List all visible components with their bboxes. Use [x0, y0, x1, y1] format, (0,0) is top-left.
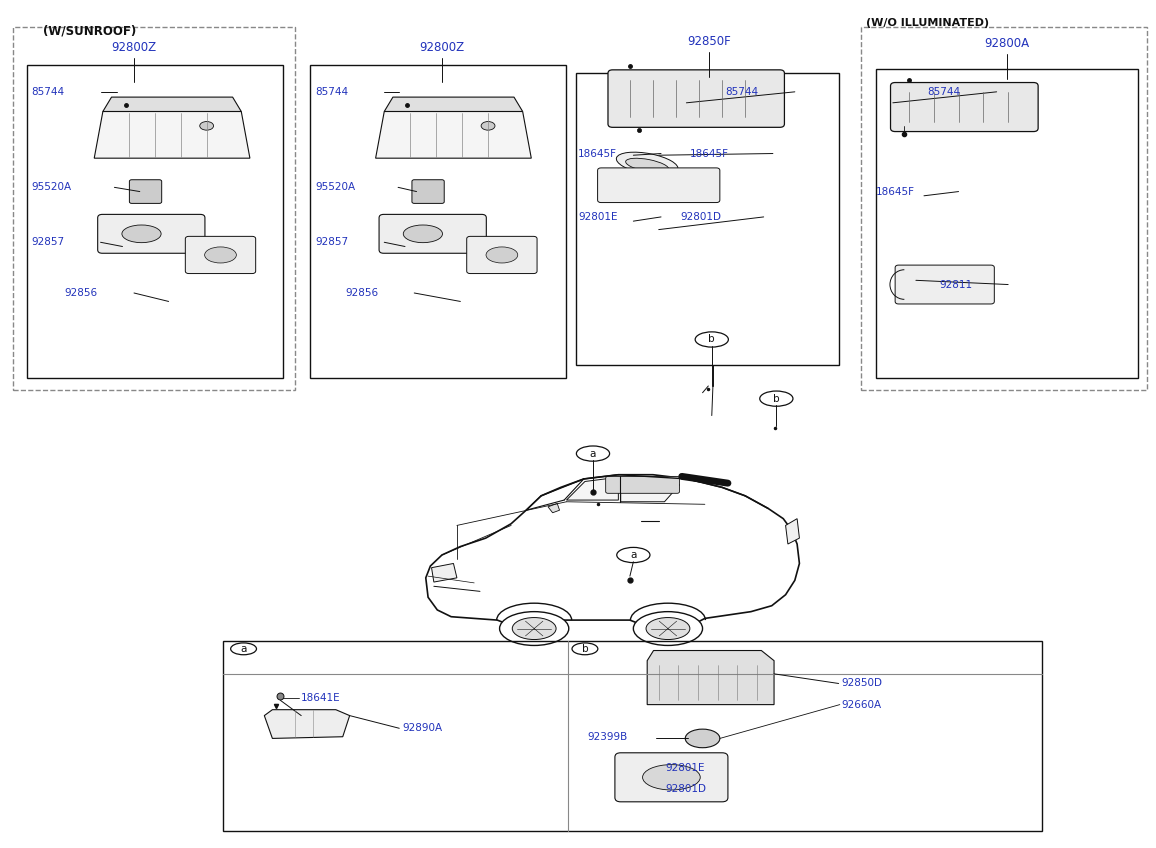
- FancyBboxPatch shape: [615, 753, 728, 802]
- Text: 92800Z: 92800Z: [420, 42, 465, 54]
- Text: 95520A: 95520A: [31, 182, 72, 192]
- FancyBboxPatch shape: [98, 215, 205, 254]
- Ellipse shape: [577, 446, 609, 461]
- Bar: [860, 27, 1147, 390]
- Ellipse shape: [625, 159, 668, 172]
- Ellipse shape: [643, 765, 701, 790]
- Text: 92801E: 92801E: [578, 212, 617, 222]
- Text: 92800A: 92800A: [985, 37, 1030, 50]
- Text: b: b: [581, 644, 588, 654]
- Text: 92856: 92856: [344, 288, 378, 298]
- Text: 18645F: 18645F: [690, 148, 729, 159]
- Text: 92890A: 92890A: [402, 723, 443, 734]
- Ellipse shape: [200, 121, 214, 130]
- Ellipse shape: [499, 611, 569, 645]
- Bar: [13, 27, 296, 390]
- Polygon shape: [431, 563, 457, 582]
- Polygon shape: [548, 504, 560, 513]
- Text: a: a: [240, 644, 246, 654]
- Bar: [223, 641, 1042, 831]
- Text: 85744: 85744: [726, 86, 758, 97]
- Text: 92801D: 92801D: [666, 784, 706, 794]
- Ellipse shape: [231, 643, 257, 655]
- FancyBboxPatch shape: [606, 477, 680, 494]
- Bar: [311, 64, 566, 377]
- Polygon shape: [786, 519, 800, 544]
- Polygon shape: [265, 710, 349, 739]
- Polygon shape: [566, 477, 618, 500]
- Polygon shape: [95, 111, 250, 159]
- Polygon shape: [103, 98, 242, 111]
- Text: 92856: 92856: [65, 288, 98, 298]
- FancyBboxPatch shape: [598, 168, 720, 203]
- Text: 92850D: 92850D: [840, 678, 882, 689]
- Text: 92811: 92811: [939, 280, 972, 289]
- Ellipse shape: [486, 247, 518, 263]
- Ellipse shape: [403, 225, 443, 243]
- Polygon shape: [425, 475, 800, 628]
- FancyBboxPatch shape: [608, 70, 785, 127]
- Text: 92399B: 92399B: [587, 732, 628, 742]
- Ellipse shape: [205, 247, 236, 263]
- Text: 85744: 85744: [316, 86, 348, 97]
- Text: 92660A: 92660A: [840, 700, 881, 710]
- FancyBboxPatch shape: [467, 237, 538, 274]
- Polygon shape: [376, 111, 532, 159]
- Text: 18645F: 18645F: [578, 148, 617, 159]
- Text: 18641E: 18641E: [302, 693, 341, 703]
- FancyBboxPatch shape: [895, 265, 994, 304]
- Polygon shape: [647, 650, 775, 705]
- Text: (W/O ILLUMINATED): (W/O ILLUMINATED): [866, 18, 990, 27]
- Ellipse shape: [633, 611, 703, 645]
- Text: 18645F: 18645F: [875, 187, 914, 197]
- Polygon shape: [621, 477, 680, 502]
- Ellipse shape: [759, 391, 793, 406]
- Text: a: a: [630, 550, 637, 560]
- Ellipse shape: [616, 152, 679, 176]
- FancyBboxPatch shape: [412, 180, 444, 204]
- Text: 92857: 92857: [316, 237, 348, 248]
- Text: 92850F: 92850F: [688, 35, 732, 47]
- Text: 85744: 85744: [927, 86, 961, 97]
- Ellipse shape: [572, 643, 598, 655]
- Text: b: b: [709, 334, 716, 344]
- Text: 95520A: 95520A: [316, 182, 355, 192]
- Text: 92801D: 92801D: [681, 212, 721, 222]
- Text: 92857: 92857: [31, 237, 65, 248]
- Text: 92801E: 92801E: [666, 763, 705, 773]
- Polygon shape: [384, 98, 523, 111]
- FancyBboxPatch shape: [379, 215, 487, 254]
- Bar: [27, 64, 283, 377]
- FancyBboxPatch shape: [185, 237, 255, 274]
- Ellipse shape: [695, 332, 728, 347]
- Ellipse shape: [512, 617, 556, 639]
- Ellipse shape: [617, 548, 650, 562]
- Ellipse shape: [481, 121, 495, 130]
- Text: b: b: [773, 393, 779, 404]
- Text: (W/SUNROOF): (W/SUNROOF): [43, 25, 136, 37]
- FancyBboxPatch shape: [129, 180, 162, 204]
- Text: 85744: 85744: [31, 86, 65, 97]
- Ellipse shape: [646, 617, 690, 639]
- FancyBboxPatch shape: [890, 82, 1038, 131]
- Bar: [576, 73, 838, 365]
- Ellipse shape: [121, 225, 161, 243]
- Text: 92800Z: 92800Z: [111, 42, 156, 54]
- Text: a: a: [590, 449, 596, 459]
- Bar: [875, 69, 1139, 377]
- Ellipse shape: [686, 729, 720, 748]
